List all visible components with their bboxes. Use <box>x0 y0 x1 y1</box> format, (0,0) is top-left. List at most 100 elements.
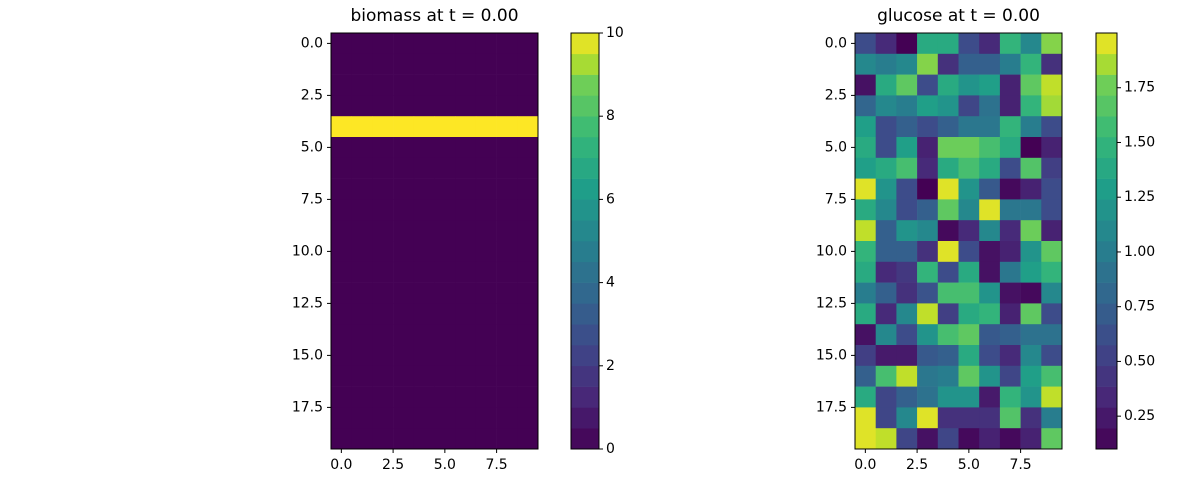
heatmap-cell <box>331 282 352 304</box>
x-tick-label: 7.5 <box>485 457 507 473</box>
colorbar-band <box>571 386 599 408</box>
heatmap-cell <box>413 303 435 325</box>
heatmap-cell <box>958 324 980 346</box>
y-tick-label: 12.5 <box>816 295 847 311</box>
heatmap-cell <box>517 241 539 263</box>
heatmap-cell <box>351 53 373 75</box>
heatmap-cell <box>1041 178 1063 200</box>
heatmap-cell <box>875 261 897 283</box>
heatmap-cell <box>979 241 1001 263</box>
heatmap-cell <box>1020 137 1042 159</box>
y-tick-label: 10.0 <box>816 243 847 259</box>
colorbar-tick-label: 4 <box>606 275 615 291</box>
heatmap-cell <box>351 157 373 179</box>
heatmap-cell <box>875 345 897 367</box>
heatmap-cell <box>393 178 415 200</box>
heatmap-cell <box>979 220 1001 242</box>
heatmap-cell <box>351 386 373 408</box>
heatmap-cell <box>496 95 518 117</box>
heatmap-cell <box>1020 178 1042 200</box>
heatmap-cell <box>475 74 497 96</box>
colorbar-band <box>1096 428 1117 450</box>
heatmap-cell <box>372 116 394 138</box>
heatmap-cell <box>434 345 456 367</box>
heatmap-cell <box>393 407 415 429</box>
heatmap-cell <box>413 345 435 367</box>
heatmap-cell <box>958 178 980 200</box>
heatmap-cell <box>517 95 539 117</box>
heatmap-cell <box>875 95 897 117</box>
colorbar-band <box>1096 261 1117 283</box>
heatmap-cell <box>517 33 539 55</box>
heatmap-cell <box>896 241 918 263</box>
heatmap-cell <box>413 220 435 242</box>
heatmap-cell <box>1041 220 1063 242</box>
heatmap-cell <box>1020 324 1042 346</box>
heatmap-cell <box>372 178 394 200</box>
colorbar-tick-label: 0.75 <box>1124 299 1155 315</box>
heatmap-cell <box>979 428 1001 450</box>
heatmap-cell <box>517 324 539 346</box>
heatmap-cell <box>331 53 352 75</box>
heatmap-cell <box>896 282 918 304</box>
heatmap-cell <box>1041 365 1063 387</box>
heatmap-cell <box>1020 74 1042 96</box>
heatmap-cell <box>331 303 352 325</box>
heatmap-cell <box>496 178 518 200</box>
heatmap-cell <box>1041 324 1063 346</box>
heatmap-cell <box>475 261 497 283</box>
heatmap-cell <box>875 157 897 179</box>
heatmap-cell <box>1020 365 1042 387</box>
heatmap-cell <box>958 386 980 408</box>
heatmap-cell <box>979 137 1001 159</box>
heatmap-cell <box>475 303 497 325</box>
heatmap-cell <box>475 33 497 55</box>
heatmap-cell <box>517 345 539 367</box>
heatmap-cell <box>958 116 980 138</box>
x-tick-label: 7.5 <box>1009 457 1031 473</box>
heatmap-cell <box>475 386 497 408</box>
heatmap-cell <box>393 345 415 367</box>
heatmap-cell <box>855 74 876 96</box>
heatmap-cell <box>979 345 1001 367</box>
heatmap-cell <box>979 261 1001 283</box>
heatmap-cell <box>979 33 1001 55</box>
heatmap-cell <box>393 33 415 55</box>
heatmap-cell <box>1041 116 1063 138</box>
heatmap-cell <box>937 428 959 450</box>
heatmap-cell <box>855 199 876 221</box>
colorbar-band <box>1096 386 1117 408</box>
heatmap-cell <box>413 137 435 159</box>
heatmap-cell <box>999 199 1021 221</box>
heatmap-cell <box>855 220 876 242</box>
x-tick-label: 2.5 <box>382 457 404 473</box>
heatmap-cell <box>351 95 373 117</box>
heatmap-cell <box>351 199 373 221</box>
heatmap-cell <box>434 178 456 200</box>
heatmap-cell <box>979 303 1001 325</box>
heatmap-cell <box>875 220 897 242</box>
heatmap-cell <box>475 53 497 75</box>
heatmap-cell <box>958 365 980 387</box>
heatmap-cell <box>855 407 876 429</box>
heatmap-cell <box>1020 407 1042 429</box>
heatmap-cell <box>351 33 373 55</box>
heatmap-cell <box>496 303 518 325</box>
y-tick-label: 0.0 <box>301 35 323 51</box>
colorbar-band <box>1096 33 1117 55</box>
chart-title: glucose at t = 0.00 <box>877 6 1040 26</box>
heatmap-cell <box>937 74 959 96</box>
heatmap-cell <box>351 178 373 200</box>
colorbar-band <box>571 95 599 117</box>
heatmap-cell <box>372 137 394 159</box>
heatmap-cell <box>999 178 1021 200</box>
heatmap-cell <box>1041 282 1063 304</box>
heatmap-cell <box>496 33 518 55</box>
heatmap-cell <box>917 53 939 75</box>
colorbar-band <box>1096 241 1117 263</box>
heatmap-cell <box>958 74 980 96</box>
heatmap-cell <box>937 241 959 263</box>
colorbar-tick-label: 1.75 <box>1124 80 1155 96</box>
heatmap-cell <box>855 178 876 200</box>
colorbar-tick-label: 0.50 <box>1124 353 1155 369</box>
